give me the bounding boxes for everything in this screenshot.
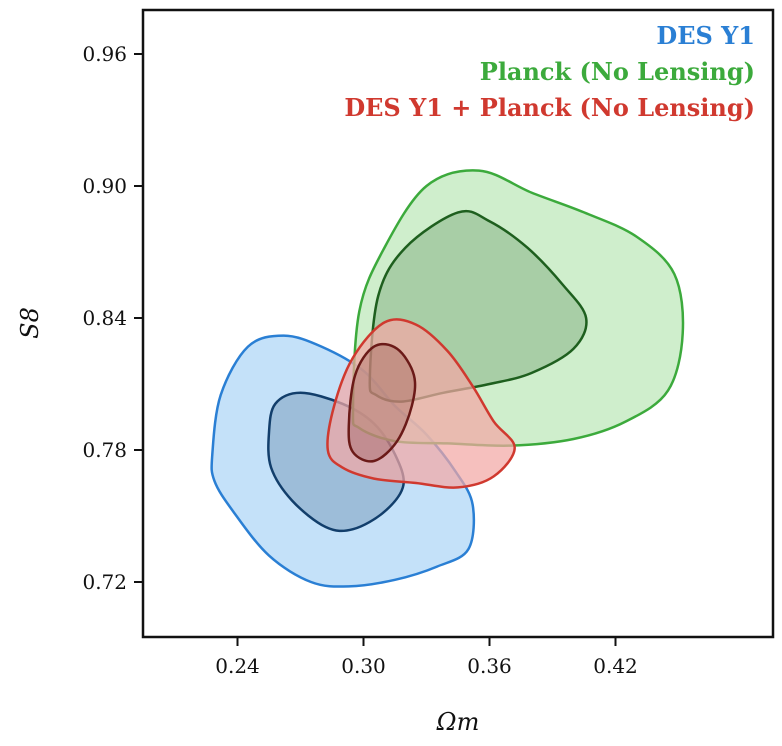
- plot-frame: [141, 8, 775, 639]
- contour-95-des-y1-planck-no-lensing: [326, 318, 516, 489]
- y-axis-label: S8: [16, 307, 44, 339]
- x-axis-label: Ωm: [436, 708, 480, 736]
- x-tick-label: 0.30: [341, 654, 386, 678]
- series-des-y1-planck-no-lensing: [326, 318, 516, 489]
- x-tick-label: 0.36: [467, 654, 512, 678]
- y-tick-label: 0.84: [82, 306, 127, 330]
- x-tick-label: 0.24: [215, 654, 260, 678]
- contours-layer: [210, 169, 685, 588]
- y-tick-label: 0.72: [82, 570, 127, 594]
- y-tick-label: 0.96: [82, 42, 127, 66]
- legend: DES Y1 Planck (No Lensing) DES Y1 + Plan…: [344, 21, 755, 122]
- legend-entry-planck-no-lensing: Planck (No Lensing): [480, 57, 755, 86]
- legend-entry-des-y1: DES Y1: [656, 21, 755, 50]
- y-tick-label: 0.78: [82, 438, 127, 462]
- x-tick-label: 0.42: [593, 654, 638, 678]
- contour-68-des-y1-planck-no-lensing: [347, 342, 417, 463]
- y-tick-label: 0.90: [82, 174, 127, 198]
- ticks-layer: 0.24 0.30 0.36 0.42 0.72 0.78 0.84 0.90 0.96: [82, 42, 637, 678]
- legend-entry-des-y1-plus-planck: DES Y1 + Planck (No Lensing): [344, 93, 755, 122]
